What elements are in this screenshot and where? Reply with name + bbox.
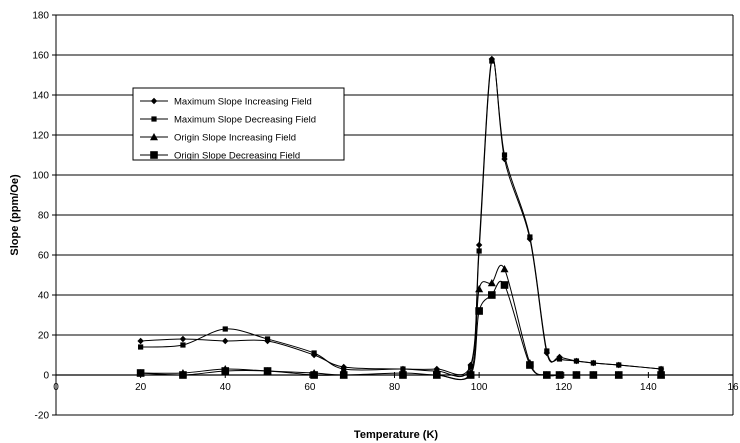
data-point bbox=[264, 336, 271, 342]
data-point bbox=[263, 367, 272, 375]
x-tick-label: 20 bbox=[135, 382, 147, 393]
data-point bbox=[526, 361, 534, 369]
y-tick-label: 160 bbox=[32, 51, 49, 62]
legend-label: Maximum Slope Decreasing Field bbox=[174, 115, 316, 126]
y-tick-label: 80 bbox=[38, 211, 50, 222]
data-point bbox=[475, 307, 483, 315]
data-point bbox=[543, 371, 551, 379]
y-tick-label: 60 bbox=[38, 251, 50, 262]
data-point bbox=[487, 279, 496, 287]
legend-marker bbox=[150, 151, 158, 159]
legend-label: Origin Slope Increasing Field bbox=[174, 133, 296, 144]
data-point bbox=[589, 371, 598, 379]
legend: Maximum Slope Increasing Field Maximum Sl… bbox=[132, 87, 345, 162]
x-tick-label: 0 bbox=[53, 382, 59, 393]
y-tick-label: 100 bbox=[32, 171, 49, 182]
data-point bbox=[590, 360, 596, 366]
data-point bbox=[399, 371, 407, 379]
data-point bbox=[137, 337, 144, 345]
data-point bbox=[136, 369, 145, 377]
y-tick-label: 180 bbox=[32, 11, 49, 22]
y-tick-label: 140 bbox=[32, 91, 49, 102]
x-tick-label: 80 bbox=[389, 382, 401, 393]
x-tick-label: 40 bbox=[220, 382, 232, 393]
y-axis-title: Slope (ppm/Oe) bbox=[9, 174, 21, 256]
x-tick-label: 16 bbox=[727, 382, 739, 393]
data-point bbox=[489, 58, 495, 64]
data-point bbox=[476, 248, 482, 254]
data-point bbox=[221, 367, 230, 375]
data-point bbox=[555, 371, 564, 379]
data-point bbox=[501, 152, 508, 158]
y-tick-label: 40 bbox=[38, 291, 50, 302]
legend-box bbox=[132, 87, 345, 161]
series-line bbox=[140, 58, 662, 378]
x-tick-label: 60 bbox=[304, 382, 316, 393]
legend-label: Maximum Slope Increasing Field bbox=[174, 97, 312, 108]
data-point bbox=[339, 371, 348, 379]
data-point bbox=[658, 366, 664, 372]
data-point bbox=[222, 337, 229, 345]
data-point bbox=[544, 348, 550, 354]
tick-labels: -20 0 20 40 60 80 100 120 140 160 180 0 20 40 60 80 100 1… bbox=[32, 11, 739, 422]
data-point bbox=[311, 350, 317, 356]
y-tick-label: 0 bbox=[43, 371, 49, 382]
legend-marker bbox=[150, 97, 158, 105]
legend-label: Origin Slope Decreasing Field bbox=[174, 151, 300, 162]
data-point bbox=[310, 371, 318, 379]
data-point bbox=[573, 358, 580, 364]
data-point bbox=[657, 371, 665, 379]
data-point bbox=[179, 371, 187, 379]
x-tick-label: 120 bbox=[555, 382, 572, 393]
y-tick-label: 20 bbox=[38, 331, 50, 342]
data-point bbox=[433, 371, 441, 379]
data-point bbox=[527, 234, 533, 240]
data-point bbox=[500, 281, 509, 289]
legend-marker bbox=[151, 116, 157, 122]
x-tick-label: 100 bbox=[471, 382, 488, 393]
y-tick-label: -20 bbox=[35, 411, 50, 422]
data-point bbox=[222, 326, 228, 332]
x-axis-title: Temperature (K) bbox=[354, 429, 438, 441]
data-point bbox=[556, 356, 563, 362]
data-point bbox=[138, 344, 144, 350]
data-point bbox=[500, 265, 509, 273]
data-point bbox=[488, 291, 496, 299]
data-point bbox=[341, 366, 347, 372]
legend-marker bbox=[150, 133, 158, 141]
data-point bbox=[475, 285, 484, 293]
data-point bbox=[468, 364, 474, 370]
data-point bbox=[616, 362, 622, 368]
y-tick-label: 120 bbox=[32, 131, 49, 142]
series-layer bbox=[136, 55, 666, 381]
data-point bbox=[614, 371, 623, 379]
data-point bbox=[180, 342, 186, 348]
data-point bbox=[466, 371, 475, 379]
data-point bbox=[179, 335, 187, 343]
data-point bbox=[572, 371, 581, 379]
x-tick-label: 140 bbox=[640, 382, 657, 393]
